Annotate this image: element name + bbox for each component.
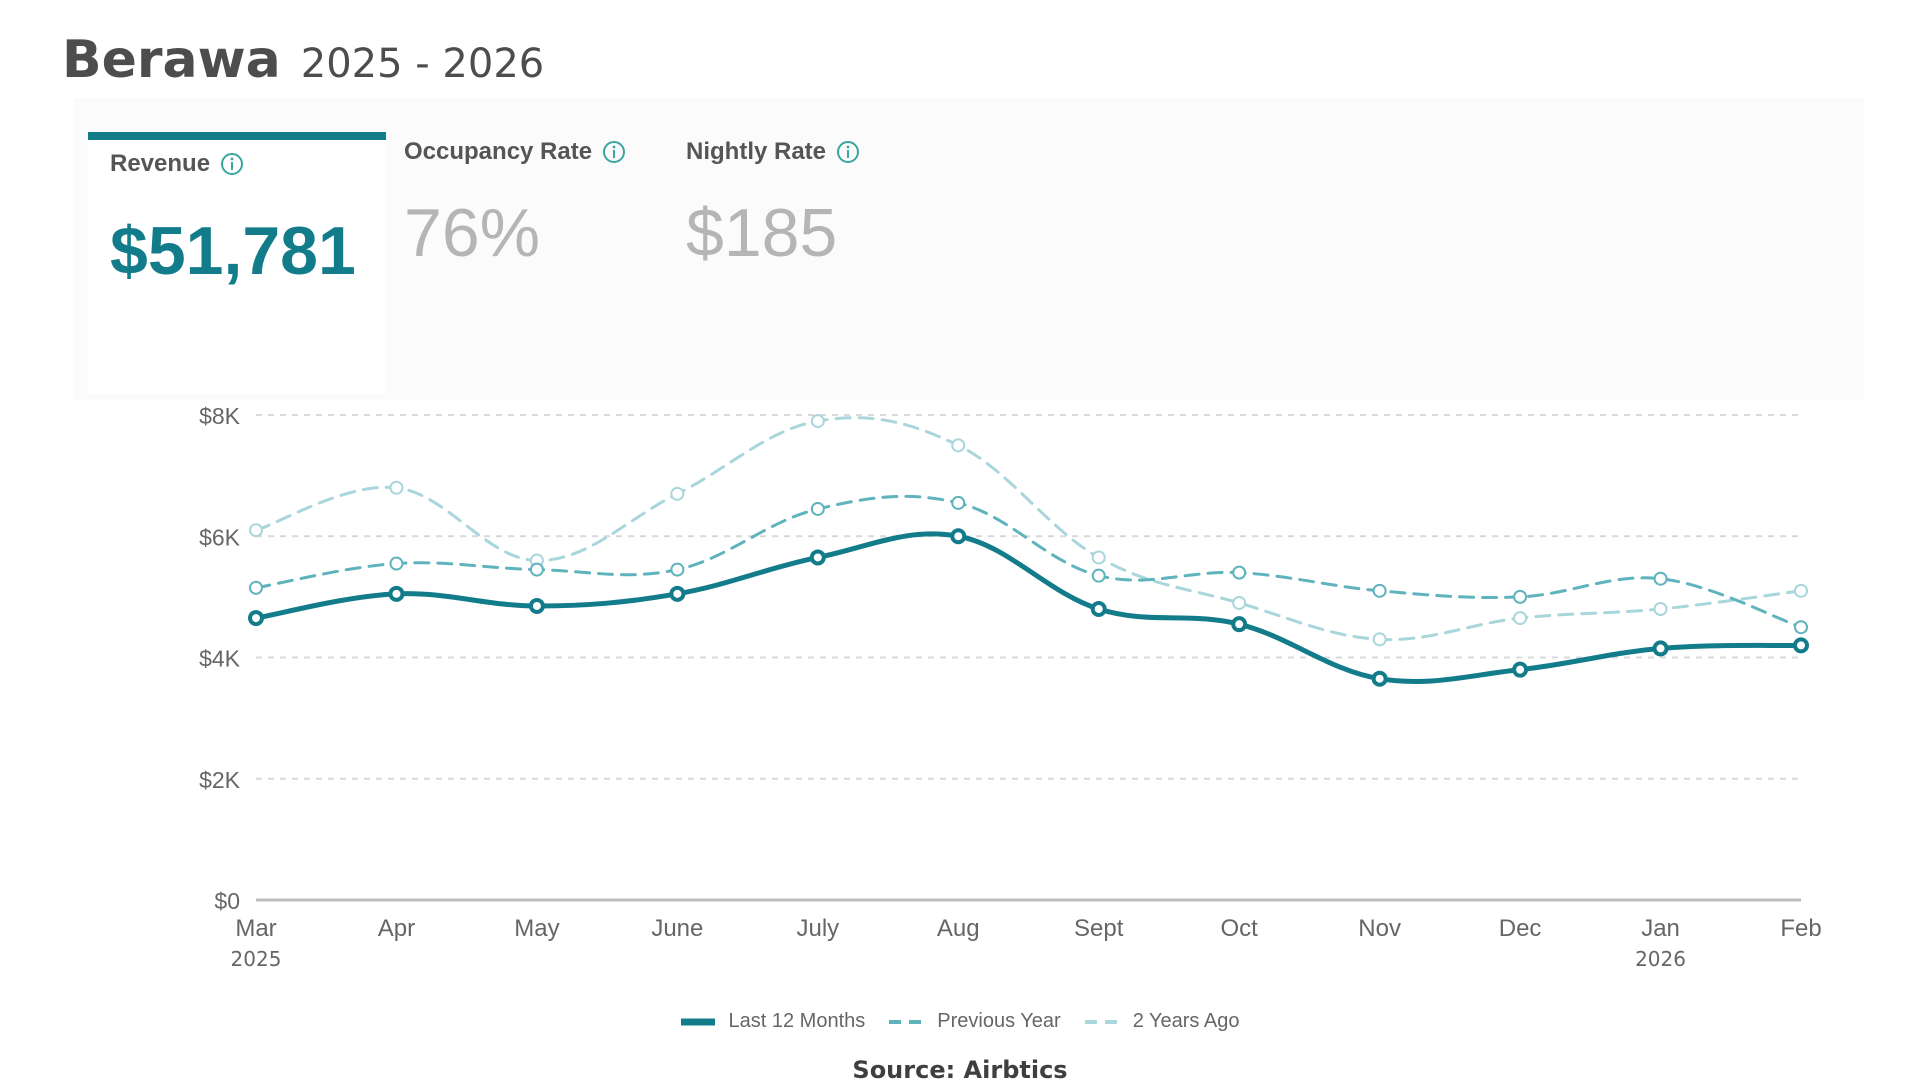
tab-revenue-value: $51,781 bbox=[110, 213, 356, 289]
data-point-2-years-ago bbox=[1513, 611, 1528, 626]
legend-item[interactable]: Previous Year bbox=[889, 1010, 1061, 1033]
x-tick-label: Mar bbox=[235, 915, 276, 942]
y-tick-label: $6K bbox=[199, 524, 241, 550]
x-tick-label: Jan bbox=[1641, 915, 1680, 942]
tab-nightly-value: $185 bbox=[686, 195, 838, 271]
legend-swatch bbox=[680, 1018, 715, 1025]
data-point-last-12-months bbox=[1652, 640, 1669, 657]
tab-revenue[interactable]: Revenue $51,781 bbox=[88, 132, 386, 394]
source-note: Source: Airbtics bbox=[852, 1056, 1068, 1084]
series-line-last-12-months bbox=[253, 531, 1804, 685]
data-point-previous-year bbox=[1372, 583, 1387, 598]
data-point-previous-year bbox=[1232, 565, 1247, 580]
active-tab-indicator bbox=[88, 132, 386, 140]
data-point-previous-year bbox=[1794, 620, 1808, 635]
legend-swatch bbox=[1084, 1019, 1119, 1024]
data-point-last-12-months bbox=[809, 549, 826, 566]
info-icon[interactable] bbox=[220, 152, 244, 176]
data-point-2-years-ago bbox=[1232, 595, 1247, 610]
tab-occupancy-label: Occupancy Rate bbox=[404, 138, 593, 165]
x-tick-label: Aug bbox=[937, 915, 980, 942]
tab-nightly-rate[interactable]: Nightly Rate $185 bbox=[686, 138, 860, 338]
y-tick-label: $2K bbox=[199, 767, 241, 793]
tab-nightly-label: Nightly Rate bbox=[686, 138, 827, 165]
x-tick-label: Oct bbox=[1221, 915, 1259, 942]
data-point-previous-year bbox=[1653, 571, 1668, 586]
x-tick-label: Feb bbox=[1780, 915, 1821, 942]
tab-occupancy-label-row: Occupancy Rate bbox=[404, 138, 626, 166]
x-tick-label: Dec bbox=[1499, 915, 1542, 942]
data-point-previous-year bbox=[810, 501, 825, 516]
data-point-previous-year bbox=[249, 580, 263, 595]
tab-occupancy-rate[interactable]: Occupancy Rate 76% bbox=[404, 138, 626, 338]
legend-label: 2 Years Ago bbox=[1132, 1010, 1240, 1032]
legend-item[interactable]: 2 Years Ago bbox=[1084, 1010, 1240, 1033]
info-icon[interactable] bbox=[602, 140, 626, 164]
data-point-last-12-months bbox=[1371, 670, 1388, 687]
data-point-last-12-months bbox=[950, 528, 967, 545]
year-label: 2025 bbox=[231, 947, 282, 971]
tab-occupancy-value: 76% bbox=[404, 195, 541, 271]
data-point-last-12-months bbox=[669, 585, 686, 602]
data-point-2-years-ago bbox=[951, 438, 966, 453]
data-point-2-years-ago bbox=[670, 486, 685, 501]
chart-legend: Last 12 Months Previous Year 2 Years Ago bbox=[0, 1010, 1920, 1033]
metrics-panel: Revenue $51,781 Occupancy Rate 76% Night… bbox=[74, 98, 1864, 400]
x-tick-label: Nov bbox=[1358, 915, 1401, 942]
tab-revenue-label: Revenue bbox=[110, 150, 211, 177]
data-point-previous-year bbox=[1091, 568, 1106, 583]
data-point-2-years-ago bbox=[249, 523, 263, 538]
series-line-previous-year bbox=[254, 494, 1803, 629]
data-point-previous-year bbox=[389, 556, 404, 571]
x-tick-label: June bbox=[651, 915, 703, 942]
legend-label: Last 12 Months bbox=[728, 1010, 866, 1032]
legend-label: Previous Year bbox=[937, 1010, 1061, 1032]
data-point-last-12-months bbox=[1512, 661, 1529, 678]
tab-revenue-label-row: Revenue bbox=[110, 150, 244, 178]
data-point-last-12-months bbox=[1793, 637, 1809, 654]
data-point-last-12-months bbox=[248, 610, 264, 627]
data-point-2-years-ago bbox=[1091, 550, 1106, 565]
x-tick-label: May bbox=[514, 915, 559, 942]
x-tick-label: Apr bbox=[378, 915, 415, 942]
data-point-previous-year bbox=[529, 562, 544, 577]
data-point-2-years-ago bbox=[810, 414, 825, 429]
data-point-previous-year bbox=[670, 562, 685, 577]
y-tick-label: $8K bbox=[199, 403, 241, 429]
info-icon[interactable] bbox=[836, 140, 860, 164]
series-line-2-years-ago bbox=[254, 416, 1803, 642]
data-point-2-years-ago bbox=[1794, 583, 1808, 598]
tab-nightly-label-row: Nightly Rate bbox=[686, 138, 860, 166]
data-point-2-years-ago bbox=[1653, 602, 1668, 616]
data-point-last-12-months bbox=[1231, 616, 1248, 633]
data-point-2-years-ago bbox=[389, 480, 404, 495]
page-subtitle: 2025 - 2026 bbox=[300, 41, 545, 87]
y-tick-label: $4K bbox=[199, 646, 241, 672]
x-tick-label: July bbox=[796, 915, 839, 942]
chart-title-row: Berawa 2025 - 2026 bbox=[62, 30, 544, 100]
y-tick-label: $0 bbox=[214, 888, 240, 914]
year-label: 2026 bbox=[1635, 947, 1686, 971]
x-tick-label: Sept bbox=[1074, 915, 1124, 942]
data-point-2-years-ago bbox=[1372, 632, 1387, 647]
legend-swatch bbox=[889, 1019, 924, 1024]
data-point-last-12-months bbox=[528, 597, 545, 614]
data-point-last-12-months bbox=[388, 585, 405, 602]
data-point-previous-year bbox=[1513, 589, 1528, 604]
legend-item[interactable]: Last 12 Months bbox=[680, 1010, 866, 1033]
page-title: Berawa bbox=[62, 30, 281, 90]
data-point-previous-year bbox=[951, 495, 966, 510]
data-point-last-12-months bbox=[1090, 601, 1107, 617]
